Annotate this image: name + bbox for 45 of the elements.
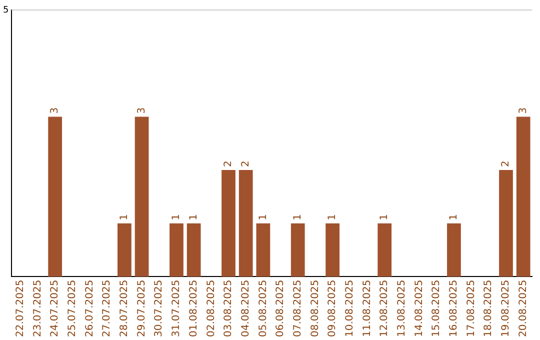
x-tick-label: 17.08.2025: [466, 280, 477, 338]
data-label: 1: [171, 214, 182, 220]
x-tick-label: 13.08.2025: [396, 280, 408, 338]
x-tick-label: 09.08.2025: [327, 280, 338, 338]
data-label: 1: [292, 214, 304, 220]
data-label: 2: [223, 160, 234, 168]
x-tick-label: 07.08.2025: [292, 280, 304, 338]
x-tick-label: 24.07.2025: [50, 280, 61, 338]
x-tick-label: 01.08.2025: [188, 280, 200, 338]
x-tick-label: 19.08.2025: [500, 280, 512, 338]
data-label: 1: [379, 214, 390, 220]
x-tick-label: 06.08.2025: [275, 280, 286, 338]
x-tick-label: 29.07.2025: [136, 280, 148, 338]
x-tick-label: 18.08.2025: [483, 280, 494, 338]
data-label: 3: [136, 107, 148, 114]
data-label: 1: [448, 214, 460, 220]
x-tick-label: 04.08.2025: [240, 280, 252, 338]
x-tick-label: 08.08.2025: [310, 280, 321, 338]
x-tick-label: 02.08.2025: [206, 280, 217, 338]
x-tick-label: 03.08.2025: [223, 280, 234, 338]
data-label: 2: [240, 160, 252, 168]
x-tick-label: 27.07.2025: [102, 280, 113, 338]
x-tick-label: 16.08.2025: [448, 280, 460, 338]
x-tick-label: 12.08.2025: [379, 280, 390, 338]
y-tick-label: 5: [2, 5, 9, 16]
data-label: 3: [518, 107, 529, 114]
x-tick-label: 10.08.2025: [344, 280, 356, 338]
x-tick-label: 20.08.2025: [518, 280, 529, 338]
x-tick-label: 25.07.2025: [67, 280, 78, 338]
x-tick-label: 23.07.2025: [32, 280, 44, 338]
data-label: 2: [500, 160, 512, 168]
data-label: 1: [327, 214, 338, 220]
data-label: 1: [188, 214, 200, 220]
x-tick-label: 15.08.2025: [431, 280, 442, 338]
x-tick-label: 28.07.2025: [119, 280, 130, 338]
x-tick-label: 14.08.2025: [414, 280, 425, 338]
x-tick-label: 22.07.2025: [14, 280, 26, 338]
x-tick-label: 31.07.2025: [171, 280, 182, 338]
data-label: 3: [50, 107, 61, 114]
data-label: 1: [119, 214, 130, 220]
x-tick-label: 05.08.2025: [258, 280, 269, 338]
x-tick-label: 30.07.2025: [154, 280, 165, 338]
data-label: 1: [258, 214, 269, 220]
x-tick-label: 26.07.2025: [84, 280, 96, 338]
x-tick-label: 11.08.2025: [362, 280, 373, 338]
